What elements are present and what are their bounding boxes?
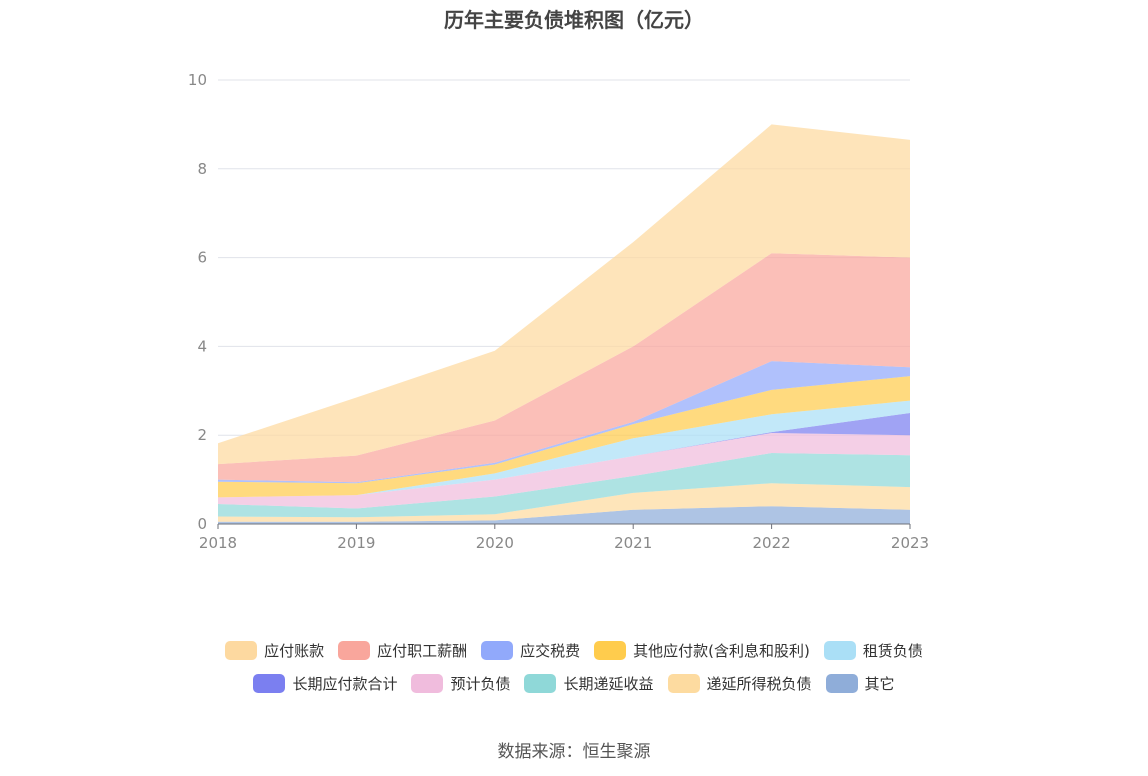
legend-item[interactable]: 长期应付款合计 — [253, 673, 397, 694]
y-tick-label: 8 — [197, 160, 207, 178]
legend-label: 应交税费 — [520, 642, 581, 660]
legend-item[interactable]: 应付职工薪酬 — [338, 640, 467, 661]
legend-label: 预计负债 — [450, 675, 511, 693]
legend-item[interactable]: 长期递延收益 — [524, 673, 654, 694]
y-tick-label: 6 — [197, 249, 207, 267]
area-series-其它 — [218, 506, 910, 524]
legend-item[interactable]: 递延所得税负债 — [667, 673, 812, 694]
x-tick-label: 2023 — [891, 534, 929, 552]
legend-label: 其它 — [864, 675, 895, 693]
area-series — [218, 124, 910, 524]
area-series-其他应付款(含利息和股利) — [218, 376, 910, 498]
legend-label: 应付账款 — [264, 642, 325, 660]
x-tick-label: 2021 — [614, 534, 652, 552]
legend-row-2: 长期应付款合计 预计负债 长期递延收益 递延所得税负债 其它 — [0, 673, 1148, 694]
legend-item[interactable]: 租赁负债 — [823, 640, 923, 661]
legend-item[interactable]: 应交税费 — [481, 640, 580, 661]
chart-title: 历年主要负债堆积图（亿元） — [444, 8, 704, 32]
x-tick-label: 2019 — [337, 534, 375, 552]
legend-swatch — [823, 641, 856, 660]
legend-swatch — [825, 674, 858, 693]
legend-swatch — [524, 674, 557, 693]
legend-swatch — [411, 674, 444, 693]
area-series-应交税费 — [218, 361, 910, 484]
area-series-长期递延收益 — [218, 453, 910, 518]
y-tick-label: 0 — [197, 515, 207, 533]
area-series-应付职工薪酬 — [218, 253, 910, 483]
x-tick-label: 2018 — [199, 534, 237, 552]
stacked-area-chart: 0 2 4 6 8 10 2018 2019 2020 2021 2022 2023 — [188, 71, 929, 552]
data-source: 数据来源：恒生聚源 — [497, 742, 651, 762]
legend-swatch — [594, 641, 627, 660]
y-tick-label: 2 — [197, 426, 207, 444]
y-tick-label: 10 — [188, 71, 207, 89]
legend-item[interactable]: 其他应付款(含利息和股利) — [594, 640, 810, 661]
area-series-应付账款 — [218, 124, 910, 465]
legend-swatch — [225, 641, 258, 660]
area-series-预计负债 — [218, 433, 910, 509]
legend-label: 递延所得税负债 — [706, 675, 812, 693]
x-tick-label: 2022 — [753, 534, 791, 552]
legend-item[interactable]: 其它 — [825, 673, 895, 694]
legend-swatch — [253, 674, 286, 693]
area-series-递延所得税负债 — [218, 483, 910, 522]
legend-label: 其他应付款(含利息和股利) — [633, 642, 810, 660]
x-tick-label: 2020 — [476, 534, 514, 552]
area-series-租赁负债 — [218, 400, 910, 498]
legend-label: 租赁负债 — [862, 642, 923, 660]
legend-swatch — [667, 674, 700, 693]
legend-label: 应付职工薪酬 — [377, 642, 468, 660]
legend-row-1: 应付账款 应付职工薪酬 应交税费 其他应付款(含利息和股利) 租赁负债 — [0, 640, 1148, 661]
legend-label: 长期应付款合计 — [292, 675, 398, 693]
legend-swatch — [338, 641, 371, 660]
legend-label: 长期递延收益 — [563, 675, 654, 693]
legend-item[interactable]: 应付账款 — [225, 640, 324, 661]
legend-item[interactable]: 预计负债 — [411, 673, 510, 694]
axes: 0 2 4 6 8 10 2018 2019 2020 2021 2022 2023 — [188, 71, 929, 552]
y-tick-label: 4 — [197, 337, 207, 355]
legend-swatch — [481, 641, 514, 660]
